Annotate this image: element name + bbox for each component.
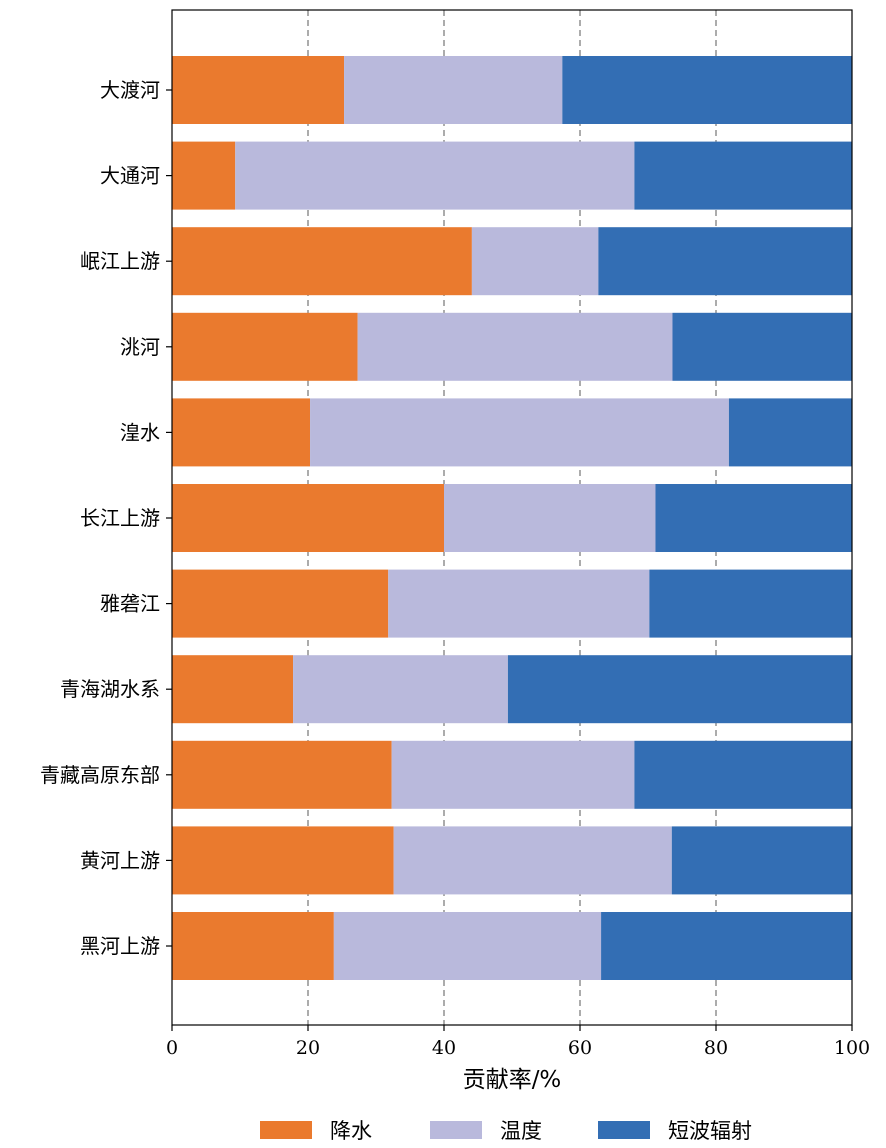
bar-洮河-温度: [357, 312, 673, 381]
legend-swatch-温度: [430, 1121, 482, 1139]
x-tick-label: 100: [834, 1037, 870, 1059]
category-label: 湟水: [120, 420, 160, 444]
bar-青藏高原东部-温度: [391, 740, 635, 809]
x-tick-label: 40: [432, 1037, 456, 1059]
bar-洮河-短波辐射: [672, 312, 852, 381]
bar-长江上游-短波辐射: [655, 484, 852, 552]
bar-大通河-短波辐射: [634, 141, 852, 210]
legend-swatch-短波辐射: [598, 1121, 650, 1139]
bar-岷江上游-短波辐射: [598, 227, 852, 296]
bar-青藏高原东部-降水: [172, 740, 392, 809]
bar-青海湖水系-温度: [293, 655, 508, 724]
bar-大渡河-降水: [172, 56, 345, 124]
bar-大通河-温度: [235, 141, 635, 210]
bar-黄河上游-温度: [393, 826, 672, 895]
legend-label: 温度: [500, 1119, 542, 1143]
legend-label: 短波辐射: [668, 1119, 752, 1143]
bar-大通河-降水: [172, 141, 236, 210]
category-label: 黑河上游: [80, 934, 160, 958]
bar-青藏高原东部-短波辐射: [634, 740, 852, 809]
legend: 降水 温度 短波辐射: [260, 1119, 752, 1143]
category-label: 大渡河: [100, 78, 160, 102]
bar-雅砻江-降水: [172, 569, 389, 638]
bar-青海湖水系-降水: [172, 655, 294, 724]
x-tick-label: 0: [166, 1037, 178, 1059]
bar-大渡河-短波辐射: [562, 56, 852, 124]
bar-湟水-温度: [310, 398, 729, 467]
bar-岷江上游-降水: [172, 227, 472, 296]
bar-黑河上游-温度: [333, 912, 602, 980]
bar-黑河上游-短波辐射: [601, 912, 852, 980]
bar-长江上游-温度: [444, 484, 656, 552]
legend-label: 降水: [330, 1119, 372, 1143]
category-label: 长江上游: [80, 506, 160, 530]
bar-长江上游-降水: [172, 484, 444, 552]
category-label: 青海湖水系: [60, 677, 160, 701]
bar-大渡河-温度: [344, 56, 563, 124]
bar-雅砻江-温度: [388, 569, 650, 638]
x-tick-label: 20: [296, 1037, 320, 1059]
x-axis: 0 20 40 60 80 100: [166, 1025, 870, 1059]
bar-岷江上游-温度: [471, 227, 599, 296]
category-label: 青藏高原东部: [40, 763, 160, 787]
bar-洮河-降水: [172, 312, 358, 381]
bar-湟水-短波辐射: [728, 398, 852, 467]
bar-黄河上游-降水: [172, 826, 394, 895]
category-label: 洮河: [120, 335, 160, 359]
legend-swatch-降水: [260, 1121, 312, 1139]
bars: [172, 56, 852, 980]
x-tick-label: 60: [568, 1037, 592, 1059]
bar-黑河上游-降水: [172, 912, 334, 980]
category-label: 岷江上游: [80, 249, 160, 273]
category-label: 大通河: [100, 164, 160, 188]
bar-湟水-降水: [172, 398, 311, 467]
bar-青海湖水系-短波辐射: [507, 655, 852, 724]
bar-雅砻江-短波辐射: [649, 569, 852, 638]
category-label: 雅砻江: [100, 592, 160, 616]
category-label: 黄河上游: [80, 848, 160, 872]
x-tick-label: 80: [704, 1037, 728, 1059]
x-axis-title: 贡献率/%: [463, 1067, 562, 1093]
bar-黄河上游-短波辐射: [671, 826, 852, 895]
